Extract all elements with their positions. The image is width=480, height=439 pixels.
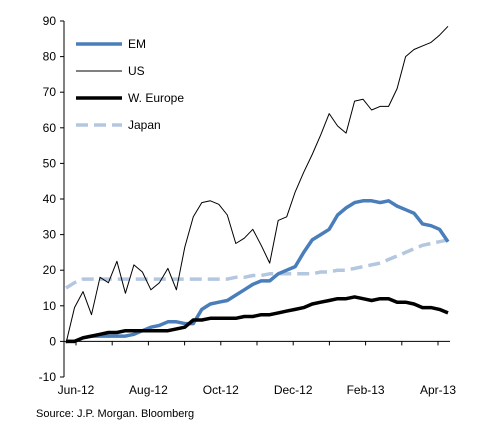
y-tick-label: 0 xyxy=(49,334,56,348)
source-note: Source: J.P. Morgan. Bloomberg xyxy=(36,408,195,420)
x-tick-label: Apr-13 xyxy=(420,383,456,397)
y-tick-label: 80 xyxy=(43,50,57,64)
x-tick-label: Oct-12 xyxy=(203,383,239,397)
legend: EM US W. Europe Japan xyxy=(76,37,184,132)
legend-label: Japan xyxy=(128,118,161,132)
y-tick-label: 70 xyxy=(43,85,57,99)
axes: -10 0 10 20 30 40 50 60 70 80 90 Jun-12 Aug-12 Oct-12… xyxy=(39,14,457,397)
series-line-em xyxy=(66,199,450,344)
x-tick-label: Dec-12 xyxy=(274,383,313,397)
x-tick-label: Aug-12 xyxy=(129,383,168,397)
legend-label: W. Europe xyxy=(128,91,184,105)
y-tick-label: 50 xyxy=(43,156,57,170)
y-tick-label: 10 xyxy=(43,299,57,313)
legend-label: EM xyxy=(128,37,146,51)
legend-label: US xyxy=(128,64,145,78)
y-tick-label: 20 xyxy=(43,263,57,277)
series-line-w-europe xyxy=(66,295,449,344)
y-tick-label: -10 xyxy=(39,370,57,384)
series-line-us xyxy=(65,25,449,344)
y-tick-label: 30 xyxy=(43,228,57,242)
y-tick-label: 90 xyxy=(43,14,57,28)
series-lines xyxy=(65,25,450,344)
x-tick-label: Feb-13 xyxy=(347,383,385,397)
y-tick-label: 40 xyxy=(43,192,57,206)
y-tick-label: 60 xyxy=(43,121,57,135)
x-tick-label: Jun-12 xyxy=(58,383,95,397)
